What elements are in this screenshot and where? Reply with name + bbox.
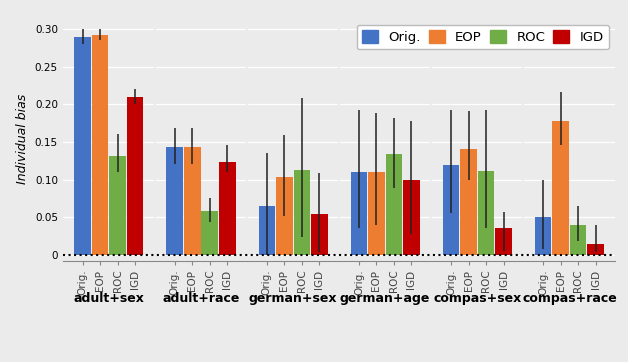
Bar — [460, 149, 477, 254]
Text: compas+sex: compas+sex — [433, 292, 521, 305]
Bar — [92, 35, 109, 254]
Bar — [109, 156, 126, 254]
Bar — [202, 211, 218, 254]
Text: compas+race: compas+race — [522, 292, 617, 305]
Bar — [403, 180, 420, 254]
Bar — [552, 121, 569, 254]
Bar — [259, 206, 275, 254]
Bar — [219, 161, 236, 254]
Text: adult+sex: adult+sex — [73, 292, 144, 305]
Bar — [570, 224, 587, 254]
Y-axis label: Individual bias: Individual bias — [16, 94, 30, 185]
Text: german+age: german+age — [340, 292, 430, 305]
Bar — [293, 170, 310, 254]
Bar — [350, 172, 367, 254]
Bar — [495, 228, 512, 254]
Bar — [276, 177, 293, 254]
Bar — [443, 164, 459, 254]
Bar — [166, 147, 183, 254]
Text: german+sex: german+sex — [249, 292, 337, 305]
Bar — [184, 147, 200, 254]
Legend: Orig., EOP, ROC, IGD: Orig., EOP, ROC, IGD — [357, 25, 609, 50]
Bar — [127, 97, 143, 254]
Text: adult+race: adult+race — [162, 292, 240, 305]
Bar — [478, 171, 494, 254]
Bar — [386, 154, 403, 254]
Bar — [587, 244, 604, 254]
Bar — [74, 37, 91, 254]
Bar — [535, 217, 551, 254]
Bar — [311, 214, 328, 254]
Bar — [368, 172, 385, 254]
